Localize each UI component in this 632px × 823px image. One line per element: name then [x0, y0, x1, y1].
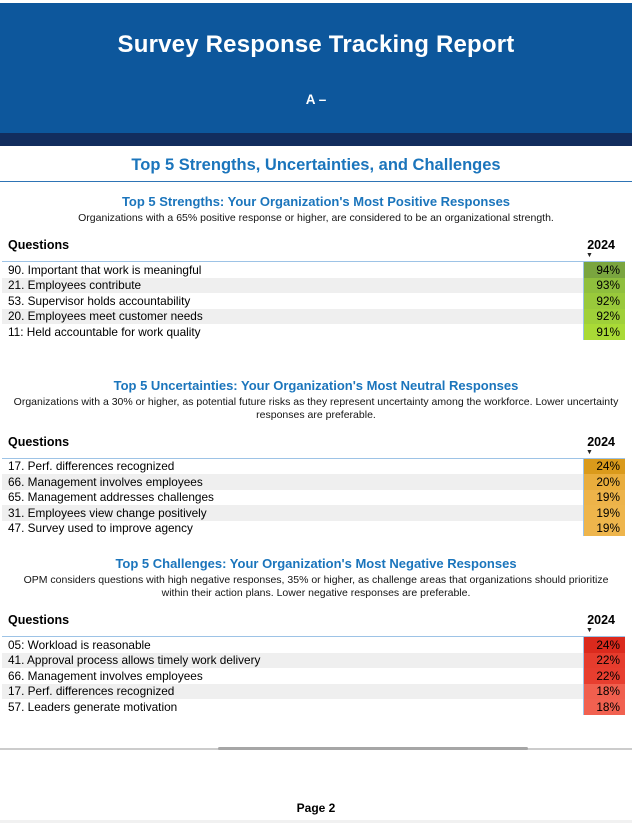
- table-row: 11: Held accountable for work quality 91%: [2, 324, 625, 340]
- table-row: 17. Perf. differences recognized 24%: [2, 458, 625, 474]
- question-cell: 05: Workload is reasonable: [8, 637, 151, 652]
- question-cell: 90. Important that work is meaningful: [8, 262, 202, 277]
- value-cell: 22%: [583, 668, 625, 684]
- value-cell: 92%: [583, 293, 625, 309]
- title-divider-rule: [0, 181, 632, 182]
- section-description: OPM considers questions with high negati…: [23, 574, 609, 599]
- table-header: Questions 2024 ▼: [2, 435, 625, 458]
- table-row: 21. Employees contribute 93%: [2, 277, 625, 293]
- questions-column-header: Questions: [8, 613, 70, 627]
- sort-descending-icon: ▼: [586, 252, 593, 259]
- questions-column-header: Questions: [8, 434, 70, 449]
- table-row: 20. Employees meet customer needs 92%: [2, 308, 625, 324]
- questions-column-header: Questions: [8, 238, 70, 252]
- value-cell: 94%: [583, 262, 625, 278]
- table-row: 41. Approval process allows timely work …: [2, 652, 625, 668]
- value-cell: 19%: [583, 520, 625, 536]
- page-number: Page 2: [296, 801, 336, 815]
- question-cell: 53. Supervisor holds accountability: [8, 293, 191, 308]
- question-cell: 17. Perf. differences recognized: [8, 684, 175, 699]
- question-cell: 21. Employees contribute: [8, 278, 142, 293]
- table-row: 66. Management involves employees 22%: [2, 668, 625, 684]
- report-title: Survey Response Tracking Report: [117, 31, 515, 58]
- table-body: 05: Workload is reasonable 24% 41. Approva…: [2, 636, 625, 715]
- top-margin: [0, 0, 632, 3]
- table-row: 66. Management involves employees 20%: [2, 474, 625, 490]
- table-row: 57. Leaders generate motivation 18%: [2, 699, 625, 715]
- header-bottom-bar: [0, 133, 632, 146]
- table-row: 53. Supervisor holds accountability 92%: [2, 293, 625, 309]
- section-heading: Top 5 Strengths: Your Organization's Mos…: [121, 194, 511, 209]
- question-cell: 65. Management addresses challenges: [8, 490, 214, 505]
- section-description: Organizations with a 30% or higher, as p…: [13, 395, 619, 421]
- table-row: 65. Management addresses challenges 19%: [2, 489, 625, 505]
- year-column-header-label: 2024: [587, 613, 615, 627]
- sort-descending-icon: ▼: [586, 448, 593, 456]
- report-subtitle: A –: [305, 92, 327, 107]
- report-header: Survey Response Tracking Report A –: [0, 3, 632, 133]
- year-column-header[interactable]: 2024 ▼: [583, 613, 625, 636]
- value-cell: 18%: [583, 683, 625, 699]
- section-heading: Top 5 Uncertainties: Your Organization's…: [113, 377, 519, 393]
- value-cell: 91%: [583, 324, 625, 340]
- question-cell: 57. Leaders generate motivation: [8, 699, 178, 714]
- question-cell: 66. Management involves employees: [8, 474, 203, 489]
- value-cell: 22%: [583, 652, 625, 668]
- question-cell: 31. Employees view change positively: [8, 505, 207, 520]
- table-body: 17. Perf. differences recognized 24% 66. M…: [2, 457, 625, 536]
- data-table: Questions 2024 ▼ 05: Workload is reasona…: [2, 613, 625, 715]
- value-cell: 92%: [583, 308, 625, 324]
- value-cell: 19%: [583, 489, 625, 505]
- horizontal-scrollbar-thumb[interactable]: [218, 747, 528, 750]
- value-cell: 24%: [583, 458, 625, 474]
- data-table: Questions 2024 ▼ 90. Important that work…: [2, 238, 625, 340]
- year-column-header-label: 2024: [587, 434, 615, 449]
- data-table: Questions 2024 ▼ 17. Perf. differences r…: [2, 435, 625, 536]
- section: Top 5 Uncertainties: Your Organization's…: [0, 377, 632, 536]
- year-column-header[interactable]: 2024 ▼: [583, 435, 625, 458]
- year-column-header-label: 2024: [587, 238, 615, 252]
- section: Top 5 Challenges: Your Organization's Mo…: [0, 556, 632, 715]
- table-row: 47. Survey used to improve agency 19%: [2, 520, 625, 536]
- section-heading: Top 5 Challenges: Your Organization's Mo…: [115, 556, 517, 571]
- value-cell: 24%: [583, 637, 625, 653]
- question-cell: 17. Perf. differences recognized: [8, 459, 175, 474]
- table-row: 90. Important that work is meaningful 94%: [2, 262, 625, 278]
- table-header: Questions 2024 ▼: [2, 613, 625, 636]
- question-cell: 20. Employees meet customer needs: [8, 309, 203, 324]
- question-cell: 47. Survey used to improve agency: [8, 521, 193, 536]
- table-header: Questions 2024 ▼: [2, 238, 625, 261]
- section: Top 5 Strengths: Your Organization's Mos…: [0, 194, 632, 340]
- question-cell: 41. Approval process allows timely work …: [8, 653, 261, 668]
- section-description: Organizations with a 65% positive respon…: [78, 212, 554, 224]
- sort-descending-icon: ▼: [586, 627, 593, 634]
- table-row: 17. Perf. differences recognized 18%: [2, 683, 625, 699]
- table-body: 90. Important that work is meaningful 94%…: [2, 261, 625, 340]
- page-title: Top 5 Strengths, Uncertainties, and Chal…: [131, 156, 501, 174]
- sections-container: Top 5 Strengths: Your Organization's Mos…: [0, 194, 632, 715]
- value-cell: 93%: [583, 277, 625, 293]
- question-cell: 11: Held accountable for work quality: [8, 324, 201, 339]
- page-bottom-edge: [0, 820, 632, 823]
- table-row: 05: Workload is reasonable 24%: [2, 637, 625, 653]
- value-cell: 19%: [583, 505, 625, 521]
- question-cell: 66. Management involves employees: [8, 668, 203, 683]
- year-column-header[interactable]: 2024 ▼: [583, 238, 625, 261]
- value-cell: 18%: [583, 699, 625, 715]
- value-cell: 20%: [583, 474, 625, 490]
- table-row: 31. Employees view change positively 19%: [2, 505, 625, 521]
